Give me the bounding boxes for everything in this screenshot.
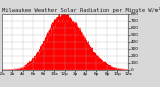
Text: Milwaukee Weather Solar Radiation per Minute W/m² (Last 24 Hours): Milwaukee Weather Solar Radiation per Mi… [2,7,160,13]
